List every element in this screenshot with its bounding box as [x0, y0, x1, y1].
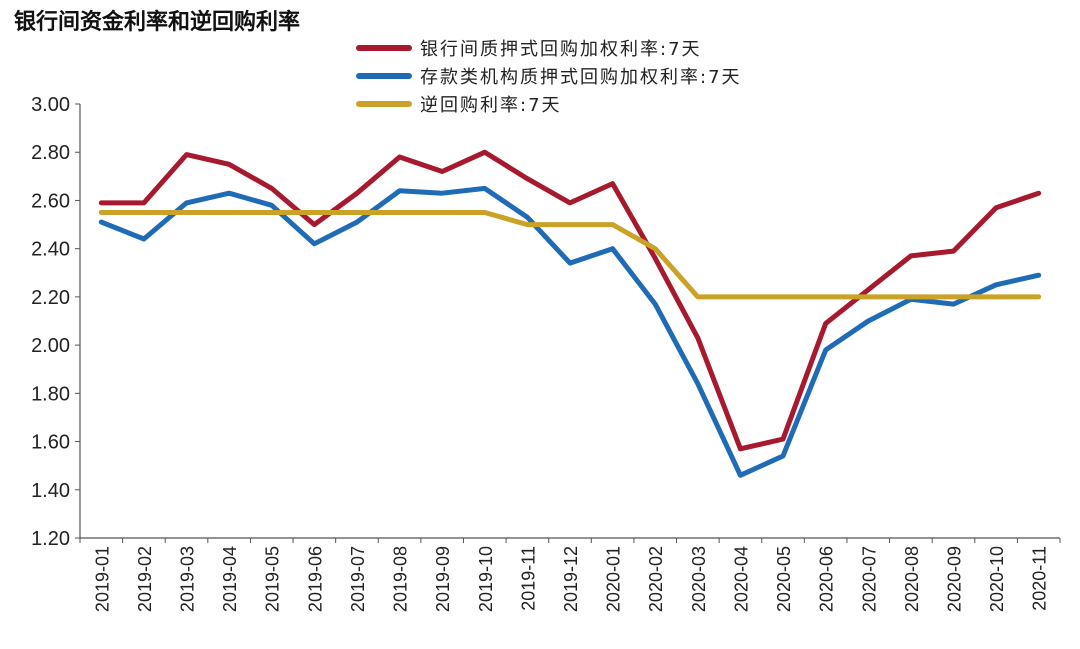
legend-label-interbank: 银行间质押式回购加权利率:7天 [420, 39, 702, 60]
y-tick-label: 2.00 [31, 335, 70, 357]
x-tick-label: 2019-09 [433, 546, 453, 612]
legend-swatch-interbank [356, 45, 412, 51]
x-tick-label: 2019-03 [178, 546, 198, 612]
y-tick-label: 1.40 [31, 480, 70, 502]
chart-legend: 银行间质押式回购加权利率:7天 存款类机构质押式回购加权利率:7天 逆回购利率:… [356, 34, 742, 118]
x-tick-label: 2020-09 [944, 546, 964, 612]
x-tick-label: 2019-06 [305, 546, 325, 612]
legend-label-depository: 存款类机构质押式回购加权利率:7天 [420, 67, 742, 88]
x-tick-label: 2020-03 [689, 546, 709, 612]
legend-item-depository: 存款类机构质押式回购加权利率:7天 [356, 62, 742, 90]
x-tick-label: 2020-05 [774, 546, 794, 612]
x-tick-label: 2019-02 [135, 546, 155, 612]
y-tick-label: 1.60 [31, 432, 70, 454]
x-tick-label: 2020-07 [859, 546, 879, 612]
x-tick-label: 2020-08 [902, 546, 922, 612]
y-tick-label: 2.40 [31, 239, 70, 261]
x-tick-label: 2019-04 [220, 546, 240, 612]
y-tick-label: 2.80 [31, 142, 70, 164]
legend-swatch-depository [356, 73, 412, 79]
legend-item-interbank: 银行间质押式回购加权利率:7天 [356, 34, 742, 62]
x-tick-label: 2019-08 [391, 546, 411, 612]
series-line-0 [98, 149, 1042, 452]
x-tick-label: 2019-05 [263, 546, 283, 612]
legend-label-reverse-repo: 逆回购利率:7天 [420, 95, 562, 116]
series-line-1 [98, 185, 1042, 478]
y-tick-label: 1.20 [31, 528, 70, 550]
chart-title: 银行间资金利率和逆回购利率 [14, 9, 301, 35]
x-tick-label: 2019-11 [518, 546, 538, 611]
x-tick-label: 2020-01 [604, 546, 624, 612]
x-tick-label: 2020-02 [646, 546, 666, 612]
y-tick-label: 1.80 [31, 383, 70, 405]
x-tick-label: 2020-11 [1030, 546, 1050, 611]
x-tick-label: 2020-04 [731, 546, 751, 612]
x-tick-label: 2019-12 [561, 546, 581, 612]
x-tick-label: 2019-01 [92, 546, 112, 612]
x-tick-label: 2020-06 [817, 546, 837, 612]
y-tick-label: 3.00 [31, 94, 70, 116]
x-tick-label: 2020-10 [987, 546, 1007, 612]
legend-swatch-reverse-repo [356, 101, 412, 107]
series-line-2 [98, 210, 1042, 300]
legend-item-reverse-repo: 逆回购利率:7天 [356, 90, 742, 118]
x-tick-label: 2019-10 [476, 546, 496, 612]
x-tick-label: 2019-07 [348, 546, 368, 612]
y-tick-label: 2.20 [31, 287, 70, 309]
y-tick-label: 2.60 [31, 190, 70, 212]
